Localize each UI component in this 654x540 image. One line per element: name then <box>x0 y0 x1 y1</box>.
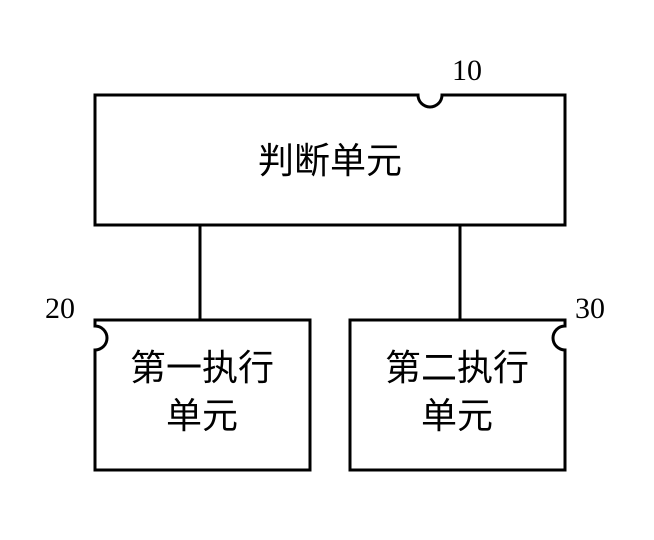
box-top-number: 10 <box>452 54 482 87</box>
box-left-label-line2: 单元 <box>166 396 238 436</box>
box-left <box>95 320 310 470</box>
box-top-label: 判断单元 <box>258 141 402 181</box>
box-right-label-line1: 第二执行 <box>385 348 529 388</box>
box-right <box>350 320 565 470</box>
box-left-number: 20 <box>45 292 75 325</box>
diagram-canvas: 判断单元 10 第一执行 单元 20 第二执行 单元 30 <box>0 0 654 540</box>
box-right-number: 30 <box>575 292 605 325</box>
box-right-label-line2: 单元 <box>421 396 493 436</box>
box-left-label-line1: 第一执行 <box>130 348 274 388</box>
